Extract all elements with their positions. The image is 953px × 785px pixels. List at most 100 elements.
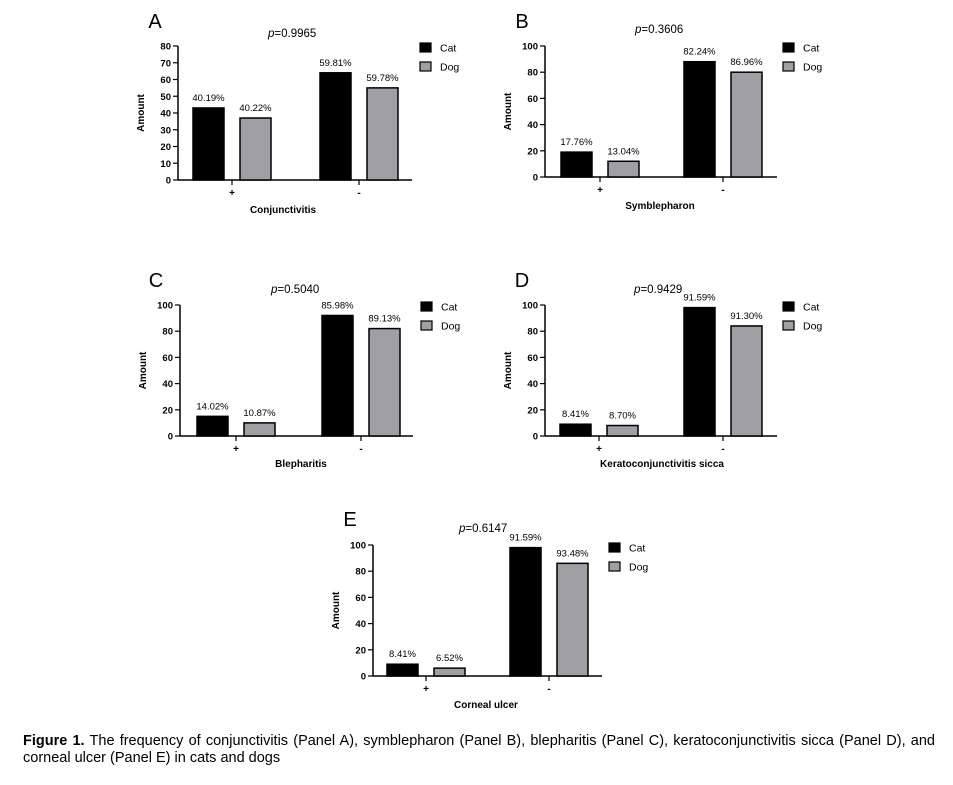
panel-c-y-tick-label: 20 <box>162 405 173 416</box>
panel-c-x-axis-label: Blepharitis <box>275 459 327 470</box>
panel-b-data-label: 13.04% <box>607 146 640 157</box>
panel-d-letter: D <box>515 270 529 292</box>
panel-b-y-axis-label: Amount <box>503 92 514 130</box>
panel-c-y-tick-label: 40 <box>162 379 173 390</box>
panel-d-x-axis-label: Keratoconjunctivitis sicca <box>600 459 724 470</box>
panel-d-legend-swatch-dog <box>782 320 795 331</box>
panel-a-bar-dog <box>239 117 272 181</box>
panel-c-bar-cat <box>196 415 229 437</box>
panel-a-p-value: p=0.9965 <box>267 28 316 40</box>
panel-d-x-tick-label: - <box>721 444 724 455</box>
panel-e-legend-label-dog: Dog <box>629 562 648 574</box>
panel-c-data-label: 85.98% <box>321 300 354 311</box>
panel-c-legend-label-cat: Cat <box>441 302 457 314</box>
panel-d-y-tick-label: 80 <box>527 327 538 338</box>
panel-a-data-label: 40.22% <box>239 103 272 114</box>
panel-e-bar-dog <box>433 667 466 677</box>
figure-caption: Figure 1. The frequency of conjunctiviti… <box>23 733 935 767</box>
panel-d-bar-cat <box>559 423 592 437</box>
panel-b-bar-cat <box>683 60 716 178</box>
panel-c-p-value: p=0.5040 <box>270 284 319 296</box>
panel-e-letter: E <box>343 509 356 531</box>
panel-a-x-tick-label: - <box>357 188 360 199</box>
panel-a-y-tick-label: 30 <box>160 125 171 136</box>
panel-e-legend-swatch-dog <box>608 561 621 572</box>
panel-c-y-tick-label: 60 <box>162 353 173 364</box>
panel-a-x-tick-label: + <box>229 188 235 199</box>
panel-a-data-label: 59.81% <box>319 58 352 69</box>
panel-c-letter: C <box>149 270 163 292</box>
panel-e-bar-cat <box>386 663 419 677</box>
figure-caption-text: The frequency of conjunctivitis (Panel A… <box>23 733 935 766</box>
panel-e-bar-dog <box>556 562 589 677</box>
panel-b-y-tick-label: 40 <box>527 120 538 131</box>
panel-a-y-tick-label: 40 <box>160 109 171 120</box>
panel-a-legend-label-dog: Dog <box>440 62 459 74</box>
panel-e-data-label: 8.41% <box>389 649 416 660</box>
panel-a-y-tick-label: 80 <box>160 42 171 53</box>
panel-d-bar-dog <box>606 424 639 437</box>
panel-a-y-tick-label: 10 <box>160 159 171 170</box>
panel-c-y-tick-label: 100 <box>157 301 173 312</box>
panel-d-data-label: 8.41% <box>562 409 589 420</box>
panel-b-data-label: 86.96% <box>730 57 763 68</box>
panel-c-data-label: 14.02% <box>196 401 229 412</box>
panel-e-y-tick-label: 80 <box>355 567 366 578</box>
panel-c-bar-dog <box>368 327 401 437</box>
panel-b-y-tick-label: 20 <box>527 146 538 157</box>
panel-e-data-label: 93.48% <box>556 548 589 559</box>
panel-d-legend-label-dog: Dog <box>803 321 822 333</box>
panel-d-y-axis-label: Amount <box>503 351 514 389</box>
panel-a-x-axis-label: Conjunctivitis <box>250 205 317 216</box>
panel-b-x-axis-label: Symblepharon <box>625 201 694 212</box>
panel-b-y-tick-label: 100 <box>522 42 538 53</box>
panel-b-data-label: 82.24% <box>683 47 716 58</box>
panel-a-legend-swatch-dog <box>419 61 432 72</box>
figure-caption-label: Figure 1. <box>23 733 85 749</box>
panel-a-y-tick-label: 70 <box>160 58 171 69</box>
panel-a-letter: A <box>148 11 162 33</box>
panel-c-bar-cat <box>321 314 354 437</box>
panel-d-y-tick-label: 0 <box>533 432 538 443</box>
panel-e-y-tick-label: 60 <box>355 593 366 604</box>
panel-d-y-tick-label: 20 <box>527 405 538 416</box>
panel-e-x-tick-label: - <box>547 684 550 695</box>
panel-c-data-label: 89.13% <box>368 314 401 325</box>
panel-a-y-tick-label: 50 <box>160 92 171 103</box>
panel-e-legend-swatch-cat <box>608 542 621 553</box>
panel-c-x-tick-label: + <box>233 444 239 455</box>
panel-b-x-tick-label: - <box>721 185 724 196</box>
panel-a-y-tick-label: 0 <box>166 176 171 187</box>
panel-b-legend-label-cat: Cat <box>803 43 819 55</box>
panel-b-p-value: p=0.3606 <box>634 24 683 36</box>
panel-d-y-tick-label: 40 <box>527 379 538 390</box>
panel-d-bar-dog <box>730 325 763 437</box>
panel-d-data-label: 8.70% <box>609 411 636 422</box>
panel-d-legend-swatch-cat <box>782 301 795 312</box>
panel-b-y-tick-label: 80 <box>527 68 538 79</box>
panel-e-y-tick-label: 0 <box>361 672 366 683</box>
panel-a-legend-label-cat: Cat <box>440 43 456 55</box>
panel-a-y-axis-label: Amount <box>136 93 147 131</box>
panel-a-y-tick-label: 60 <box>160 75 171 86</box>
panel-a-y-tick-label: 20 <box>160 142 171 153</box>
panel-b-y-tick-label: 60 <box>527 94 538 105</box>
panel-c-y-tick-label: 80 <box>162 327 173 338</box>
panel-d-data-label: 91.30% <box>730 311 763 322</box>
panel-c-data-label: 10.87% <box>243 408 276 419</box>
panel-b-legend-swatch-cat <box>782 42 795 53</box>
panel-c-y-axis-label: Amount <box>138 351 149 389</box>
panel-b-legend-label-dog: Dog <box>803 62 822 74</box>
panel-e-x-axis-label: Corneal ulcer <box>454 700 518 711</box>
panel-e-data-label: 6.52% <box>436 653 463 664</box>
panel-a-data-label: 40.19% <box>192 93 225 104</box>
panel-b-legend-swatch-dog <box>782 61 795 72</box>
panel-b-y-tick-label: 0 <box>533 173 538 184</box>
panel-e-p-value: p=0.6147 <box>458 523 507 535</box>
panel-a-legend-swatch-cat <box>419 42 432 53</box>
panel-d-p-value: p=0.9429 <box>633 284 682 296</box>
panel-a-data-label: 59.78% <box>366 73 399 84</box>
panel-b-bar-dog <box>607 160 640 178</box>
panel-c-legend-swatch-cat <box>420 301 433 312</box>
panel-e-x-tick-label: + <box>423 684 429 695</box>
